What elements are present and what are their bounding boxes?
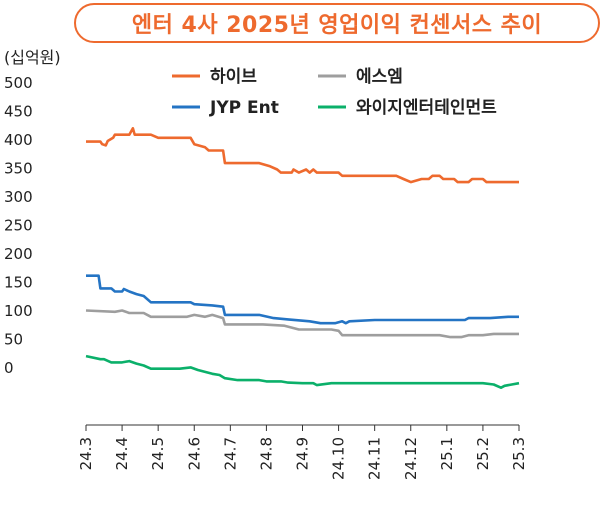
x-tick-label: 25.1 (438, 437, 456, 470)
legend-label: 하이브 (210, 67, 257, 87)
y-tick-label: 300 (4, 188, 33, 206)
x-tick-label: 24.7 (221, 437, 239, 470)
y-tick-label: 150 (4, 274, 33, 292)
y-tick-label: 250 (4, 217, 33, 235)
series-line (86, 127, 519, 184)
y-tick-label: 200 (4, 245, 33, 263)
y-tick-label: 50 (4, 331, 23, 349)
y-tick-label: 450 (4, 103, 33, 121)
x-tick-label: 24.4 (113, 437, 131, 470)
x-tick-label: 24.5 (149, 437, 167, 470)
x-tick-label: 24.12 (402, 437, 420, 480)
y-tick-label: 400 (4, 131, 33, 149)
series-line (85, 354, 520, 389)
chart-title-box: 엔터 4사 2025년 영업이익 컨센서스 추이 (74, 3, 600, 43)
y-tick-label: 100 (4, 302, 33, 320)
legend-label: JYP Ent (209, 98, 279, 118)
y-tick-label: 350 (4, 160, 33, 178)
legend-label: 와이지엔터테인먼트 (356, 98, 497, 118)
series-line (86, 274, 519, 325)
x-tick-label: 24.9 (294, 437, 312, 470)
x-tick-label: 24.11 (366, 437, 384, 480)
x-tick-label: 24.3 (77, 437, 95, 470)
x-tick-label: 24.10 (330, 437, 348, 480)
y-axis-unit-label: (십억원) (4, 48, 61, 67)
x-tick-label: 25.2 (474, 437, 492, 470)
legend-label: 에스엠 (356, 67, 403, 87)
y-tick-label: 500 (4, 74, 33, 92)
chart-title: 엔터 4사 2025년 영업이익 컨센서스 추이 (131, 13, 543, 38)
x-tick-label: 24.8 (257, 437, 275, 470)
y-tick-label: 0 (4, 359, 14, 377)
x-tick-label: 24.6 (185, 437, 203, 470)
series-line (85, 309, 519, 339)
x-tick-label: 25.3 (510, 437, 528, 470)
